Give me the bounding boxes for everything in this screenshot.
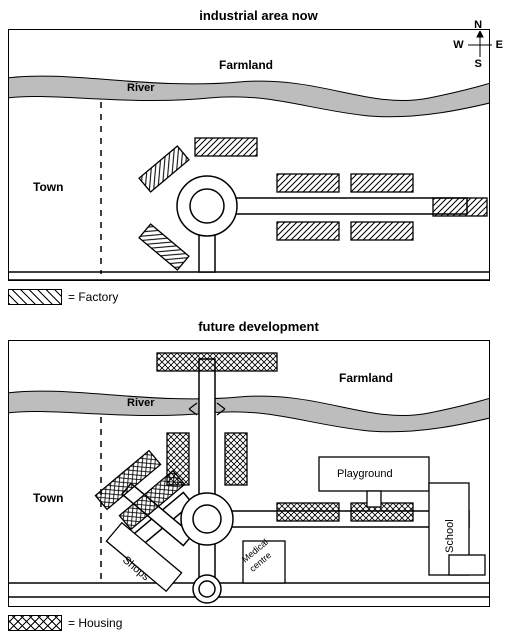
bottom-legend: = Housing bbox=[8, 615, 509, 631]
factory-legend-icon bbox=[8, 289, 62, 305]
bottom-title: future development bbox=[8, 319, 509, 334]
farmland-label2: Farmland bbox=[339, 371, 393, 385]
factory-4 bbox=[351, 174, 413, 192]
factory-1 bbox=[139, 146, 189, 192]
compass-e: E bbox=[496, 40, 503, 51]
north-road bbox=[199, 359, 215, 495]
housing-5 bbox=[277, 503, 339, 521]
housing-0 bbox=[157, 353, 277, 371]
factory-0 bbox=[195, 138, 257, 156]
svg-text:Playground: Playground bbox=[337, 468, 393, 480]
factory-3 bbox=[277, 174, 339, 192]
town-label2: Town bbox=[33, 491, 63, 505]
building-school-ext bbox=[449, 555, 485, 575]
river-label: River bbox=[127, 82, 155, 94]
river2 bbox=[9, 391, 489, 432]
farmland-label: Farmland bbox=[219, 58, 273, 72]
building-playground-stem bbox=[367, 491, 381, 507]
factory-6 bbox=[351, 222, 413, 240]
svg-text:School: School bbox=[444, 519, 456, 553]
housing-legend-icon bbox=[8, 615, 62, 631]
factory-legend-label: = Factory bbox=[68, 290, 118, 304]
river bbox=[9, 76, 489, 117]
town-label: Town bbox=[33, 180, 63, 194]
top-panel: Farmland River Town bbox=[8, 29, 490, 281]
factory-2 bbox=[139, 224, 189, 270]
top-legend: = Factory bbox=[8, 289, 509, 305]
housing-2 bbox=[225, 433, 247, 485]
stub-road bbox=[199, 234, 215, 272]
stub-road2 bbox=[199, 543, 215, 577]
roundabout2-inner bbox=[193, 505, 221, 533]
east-road bbox=[235, 198, 467, 214]
roundabout-inner bbox=[190, 189, 224, 223]
bottom-panel: ShopsMedicalcentrePlaygroundSchool Farml… bbox=[8, 340, 490, 607]
top-title: industrial area now bbox=[8, 8, 509, 23]
housing-legend-label: = Housing bbox=[68, 616, 122, 630]
factory-5 bbox=[277, 222, 339, 240]
factory-7 bbox=[433, 198, 487, 216]
river-label2: River bbox=[127, 397, 155, 409]
bottom-map-svg: ShopsMedicalcentrePlaygroundSchool bbox=[9, 341, 489, 606]
housing-6 bbox=[351, 503, 413, 521]
mini-roundabout-inner bbox=[199, 581, 215, 597]
